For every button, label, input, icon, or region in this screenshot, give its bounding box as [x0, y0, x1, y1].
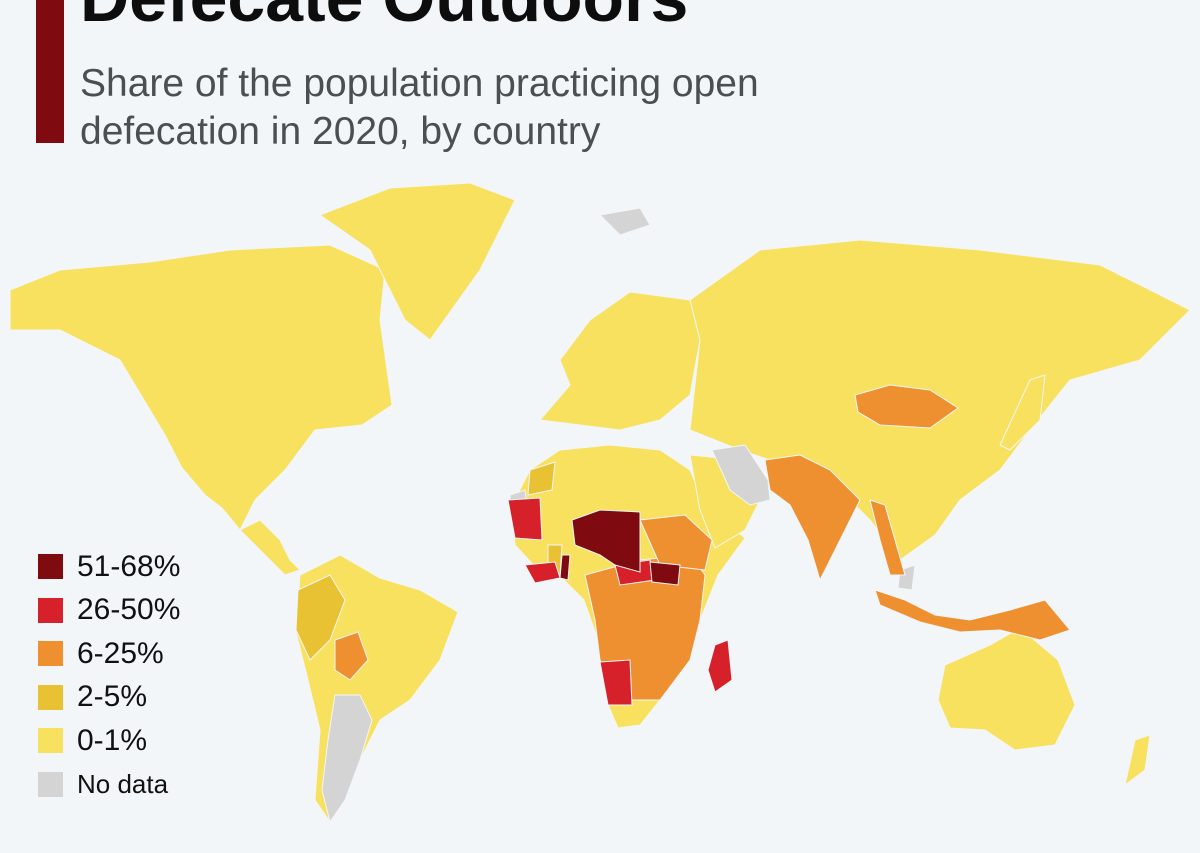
region-southeast-asia: [869, 499, 906, 576]
region-svalbard-nodata: [598, 207, 651, 236]
page-title: Defecate Outdoors: [80, 0, 688, 32]
legend-item: 26-50%: [38, 589, 180, 633]
legend-item: 2-5%: [38, 676, 180, 720]
region-south-sudan: [649, 561, 681, 586]
region-sudan-ethiopia: [639, 514, 713, 571]
region-iran-nodata: [711, 444, 771, 506]
legend-label: 0-1%: [77, 723, 148, 757]
legend-label: 26-50%: [77, 593, 181, 627]
region-japan: [999, 374, 1046, 451]
legend-item: 0-1%: [38, 719, 180, 763]
map-legend: 51-68% 26-50% 6-25% 2-5% 0-1% No data: [38, 545, 180, 806]
region-mauritania-area: [507, 497, 543, 541]
legend-label: No data: [77, 768, 169, 799]
region-argentina-nodata: [321, 694, 373, 824]
region-north-america: [9, 244, 393, 531]
region-australia: [937, 627, 1076, 751]
legend-label: 6-25%: [77, 636, 164, 670]
region-west-africa-coast: [524, 561, 561, 584]
region-peru-ecuador: [295, 574, 346, 661]
region-europe: [539, 291, 701, 431]
legend-swatch-6-25: [38, 641, 63, 667]
legend-label: 2-5%: [77, 680, 148, 714]
page-subtitle: Share of the population practicing open …: [80, 62, 759, 153]
title-accent-bar: [36, 0, 64, 143]
region-niger-chad: [571, 509, 641, 573]
region-south-asia: [764, 454, 861, 582]
legend-swatch-no-data: [38, 771, 63, 797]
region-central-america: [239, 519, 301, 576]
legend-swatch-0-1: [38, 728, 63, 754]
legend-swatch-51-68: [38, 554, 63, 580]
legend-item: 51-68%: [38, 545, 180, 589]
region-madagascar: [707, 639, 733, 693]
legend-item: 6-25%: [38, 632, 180, 676]
region-benin-togo: [559, 554, 571, 581]
region-namibia: [599, 659, 633, 706]
region-greenland: [318, 182, 516, 341]
legend-label: 51-68%: [77, 549, 181, 583]
world-map: [9, 182, 1191, 824]
region-mongolia: [854, 384, 959, 429]
legend-item: No data: [38, 763, 180, 807]
region-new-zealand: [1124, 734, 1151, 787]
legend-swatch-26-50: [38, 597, 63, 623]
legend-swatch-2-5: [38, 684, 63, 710]
region-morocco: [527, 461, 556, 496]
region-bolivia: [334, 631, 369, 681]
region-indonesia: [874, 589, 1071, 641]
